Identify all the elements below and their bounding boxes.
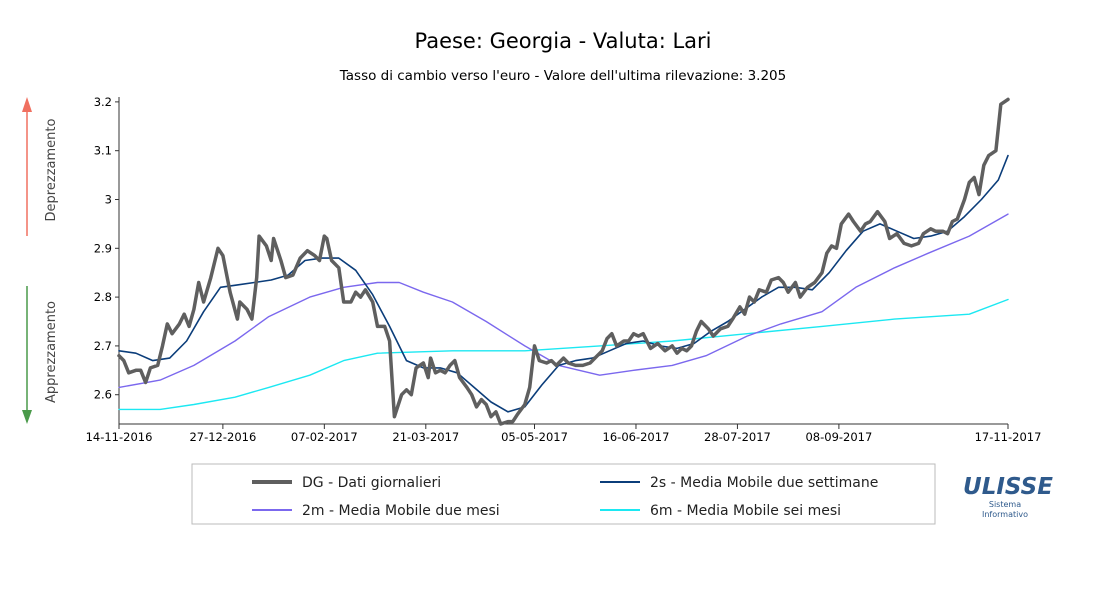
legend-item-2m: 2m - Media Mobile due mesi xyxy=(252,503,500,519)
y-tick-label: 3 xyxy=(105,192,112,206)
chart-subtitle: Tasso di cambio verso l'euro - Valore de… xyxy=(339,68,787,84)
y-axis-ticks: 2.6 2.7 2.8 2.9 3 3.1 3.2 xyxy=(94,95,119,402)
y-tick-label: 2.6 xyxy=(94,388,112,402)
series-layer xyxy=(117,97,1010,426)
y-tick-label: 2.7 xyxy=(94,339,112,353)
x-tick-label: 27-12-2016 xyxy=(189,430,256,444)
series-line-2s xyxy=(118,154,1009,413)
x-tick-label: 14-11-2016 xyxy=(86,430,153,444)
legend-item-dg: DG - Dati giornalieri xyxy=(252,475,441,491)
y-tick-label: 3.1 xyxy=(94,144,112,158)
series-line-2m xyxy=(118,213,1009,389)
x-tick-label: 07-02-2017 xyxy=(291,430,358,444)
chart-title: Paese: Georgia - Valuta: Lari xyxy=(414,29,711,53)
legend-label: DG - Dati giornalieri xyxy=(302,475,441,491)
y-tick-label: 2.9 xyxy=(94,241,112,255)
series-line-6m xyxy=(118,298,1009,411)
logo-line2: Informativo xyxy=(982,510,1028,519)
legend-item-6m: 6m - Media Mobile sei mesi xyxy=(600,503,841,519)
ulisse-logo: ULISSE Sistema Informativo xyxy=(963,474,1053,519)
down-arrow-icon xyxy=(22,286,32,424)
series-line-dg xyxy=(117,97,1010,426)
x-tick-label: 28-07-2017 xyxy=(704,430,771,444)
y-tick-label: 3.2 xyxy=(94,95,112,109)
appreciation-label: Apprezzamento xyxy=(44,301,59,403)
x-tick-label: 17-11-2017 xyxy=(975,430,1042,444)
legend-label: 2s - Media Mobile due settimane xyxy=(650,475,878,491)
x-tick-label: 05-05-2017 xyxy=(501,430,568,444)
legend-label: 6m - Media Mobile sei mesi xyxy=(650,503,841,519)
x-axis-ticks: 14-11-2016 27-12-2016 07-02-2017 21-03-2017… xyxy=(86,424,1042,444)
legend-label: 2m - Media Mobile due mesi xyxy=(302,503,500,519)
logo-line1: Sistema xyxy=(989,500,1021,509)
x-tick-label: 08-09-2017 xyxy=(805,430,872,444)
x-tick-label: 21-03-2017 xyxy=(392,430,459,444)
y-tick-label: 2.8 xyxy=(94,290,112,304)
logo-name: ULISSE xyxy=(963,474,1053,500)
depreciation-label: Deprezzamento xyxy=(44,119,59,222)
legend-box xyxy=(191,463,936,525)
legend-item-2s: 2s - Media Mobile due settimane xyxy=(600,475,878,491)
up-arrow-icon xyxy=(22,97,32,236)
x-tick-label: 16-06-2017 xyxy=(603,430,670,444)
